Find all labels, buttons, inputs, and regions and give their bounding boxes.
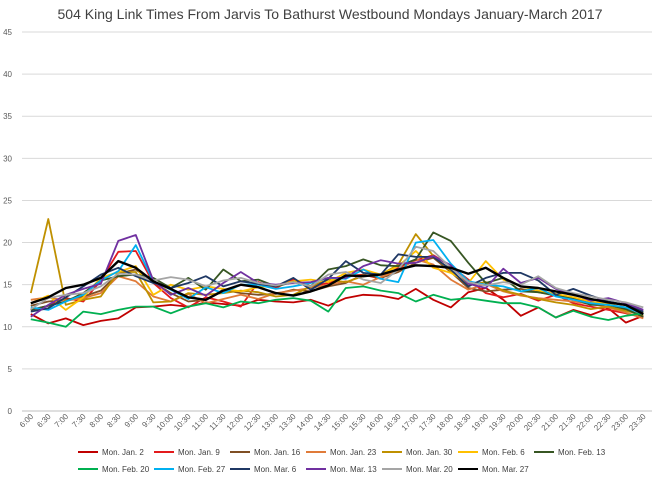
x-tick-label: 21:30 bbox=[557, 412, 578, 433]
x-tick-label: 22:00 bbox=[575, 412, 596, 433]
y-tick-label: 30 bbox=[3, 154, 12, 163]
x-tick-label: 12:30 bbox=[242, 412, 263, 433]
x-tick-label: 7:00 bbox=[53, 412, 71, 430]
x-tick-label: 14:00 bbox=[295, 412, 316, 433]
legend-label: Mon. Mar. 13 bbox=[330, 465, 377, 474]
x-tick-label: 19:30 bbox=[487, 412, 508, 433]
x-tick-label: 11:30 bbox=[208, 412, 228, 432]
x-tick-label: 18:00 bbox=[435, 412, 456, 433]
legend-label: Mon. Jan. 23 bbox=[330, 448, 377, 457]
y-tick-label: 35 bbox=[3, 112, 12, 121]
x-tick-label: 15:00 bbox=[330, 412, 351, 433]
x-tick-label: 13:30 bbox=[277, 412, 298, 433]
x-tick-label: 15:30 bbox=[347, 412, 368, 433]
x-tick-label: 13:00 bbox=[260, 412, 281, 433]
series-line-mon-mar-20 bbox=[30, 245, 644, 310]
legend-label: Mon. Feb. 13 bbox=[558, 448, 606, 457]
x-tick-label: 8:30 bbox=[105, 412, 123, 430]
y-tick-label: 5 bbox=[8, 365, 13, 374]
x-tick-label: 9:00 bbox=[123, 412, 141, 430]
x-tick-label: 14:30 bbox=[312, 412, 333, 433]
series-line-mon-mar-27 bbox=[30, 259, 644, 316]
legend-label: Mon. Feb. 20 bbox=[102, 465, 150, 474]
x-tick-label: 23:00 bbox=[610, 412, 631, 433]
y-tick-label: 45 bbox=[3, 28, 12, 37]
x-tick-label: 11:00 bbox=[190, 412, 210, 432]
legend-label: Mon. Mar. 20 bbox=[406, 465, 453, 474]
legend-label: Mon. Mar. 27 bbox=[482, 465, 529, 474]
legend-label: Mon. Jan. 2 bbox=[102, 448, 144, 457]
x-tick-label: 17:00 bbox=[400, 412, 421, 433]
x-tick-label: 20:30 bbox=[522, 412, 543, 433]
x-tick-label: 16:30 bbox=[382, 412, 403, 433]
legend-label: Mon. Mar. 6 bbox=[254, 465, 297, 474]
series-line-mon-jan-23 bbox=[30, 258, 644, 320]
y-tick-label: 0 bbox=[8, 407, 13, 416]
x-tick-label: 17:30 bbox=[417, 412, 438, 433]
x-tick-label: 23:30 bbox=[627, 412, 648, 433]
x-tick-label: 18:30 bbox=[452, 412, 473, 433]
legend-label: Mon. Jan. 16 bbox=[254, 448, 301, 457]
y-tick-label: 20 bbox=[3, 239, 12, 248]
series-line-mon-mar-13 bbox=[30, 234, 644, 318]
x-tick-label: 8:00 bbox=[88, 412, 106, 430]
y-tick-label: 40 bbox=[3, 70, 12, 79]
x-tick-label: 20:00 bbox=[505, 412, 526, 433]
legend-label: Mon. Feb. 27 bbox=[178, 465, 226, 474]
x-tick-label: 10:30 bbox=[172, 412, 193, 433]
x-tick-label: 6:30 bbox=[35, 412, 53, 430]
legend-label: Mon. Jan. 9 bbox=[178, 448, 220, 457]
series-line-mon-feb-20 bbox=[30, 285, 644, 328]
x-tick-label: 10:00 bbox=[155, 412, 176, 433]
x-tick-label: 6:00 bbox=[18, 412, 36, 430]
x-tick-label: 22:30 bbox=[592, 412, 613, 433]
y-tick-label: 25 bbox=[3, 196, 12, 205]
y-tick-label: 15 bbox=[3, 281, 12, 290]
x-tick-label: 16:00 bbox=[365, 412, 386, 433]
y-tick-label: 10 bbox=[3, 323, 12, 332]
x-tick-label: 12:00 bbox=[225, 412, 246, 433]
legend-label: Mon. Jan. 30 bbox=[406, 448, 453, 457]
chart-title: 504 King Link Times From Jarvis To Bathu… bbox=[57, 6, 603, 22]
x-tick-label: 19:00 bbox=[470, 412, 491, 433]
x-tick-label: 7:30 bbox=[70, 412, 88, 430]
x-tick-label: 21:00 bbox=[540, 412, 561, 433]
legend-label: Mon. Feb. 6 bbox=[482, 448, 525, 457]
